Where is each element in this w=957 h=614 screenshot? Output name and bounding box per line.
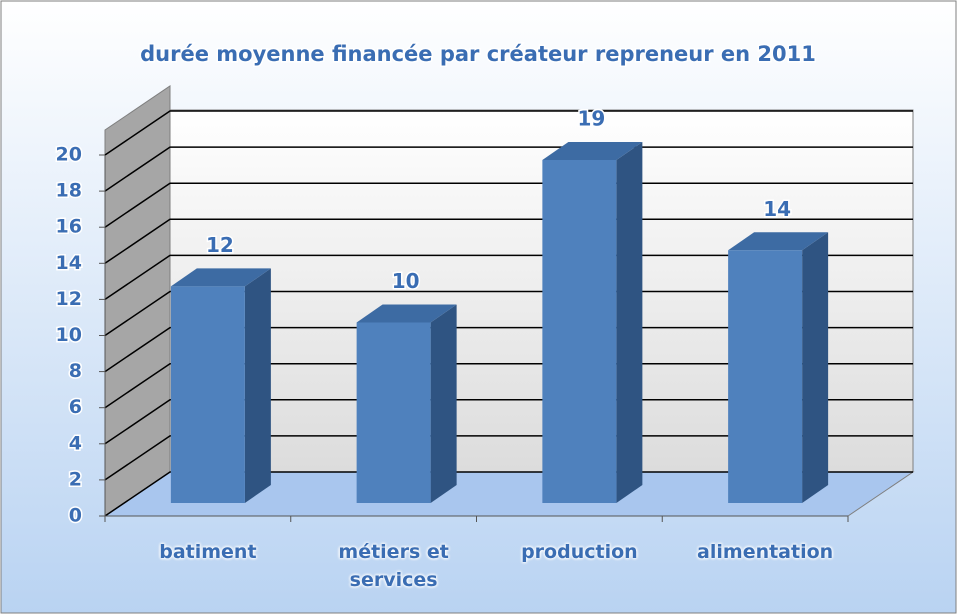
y-tick-label: 16 (56, 216, 82, 238)
bar (542, 142, 643, 504)
x-tick-label: batiment (159, 541, 257, 563)
grid-line (104, 254, 913, 301)
bar-side (430, 304, 457, 503)
bar-top (542, 142, 643, 161)
grid-line (104, 218, 913, 264)
bar-front (170, 286, 245, 503)
grid-line (104, 290, 913, 337)
bar-top (356, 304, 457, 323)
y-tick-label: 6 (69, 396, 82, 418)
bar (728, 232, 829, 504)
y-tick-label: 18 (56, 180, 82, 202)
bar-front (542, 160, 617, 504)
x-tick-label: métiers et services (338, 541, 449, 591)
bar-front (728, 250, 803, 503)
y-tick-label: 2 (69, 468, 82, 490)
bar (356, 304, 457, 503)
x-tick-label: production (521, 541, 638, 563)
y-tick-label: 20 (56, 144, 82, 166)
bar-front (356, 322, 431, 503)
side-wall (104, 85, 171, 517)
bar (170, 268, 271, 503)
grid-line (104, 110, 913, 156)
bar-side (616, 142, 643, 504)
grid-line (104, 182, 913, 228)
grid-line (104, 399, 913, 445)
bar-top (728, 232, 829, 251)
data-label: 19 (577, 107, 605, 131)
y-tick-label: 4 (69, 432, 82, 454)
bar-top (170, 268, 271, 287)
y-tick-label: 8 (69, 360, 82, 382)
y-tick-label: 14 (56, 252, 82, 274)
grid-line (104, 146, 913, 192)
grid-line (104, 362, 913, 409)
y-tick-label: 10 (56, 324, 82, 346)
y-tick-label: 0 (69, 505, 82, 527)
grid-line (104, 471, 913, 517)
x-tick-label: alimentation (697, 541, 834, 563)
data-label: 14 (763, 197, 791, 221)
grid-line (104, 435, 913, 481)
grid-line (104, 326, 913, 373)
bar-side (802, 232, 829, 504)
data-label: 10 (392, 269, 420, 293)
data-label: 12 (206, 233, 234, 257)
bar-side (244, 268, 271, 503)
chart-title: durée moyenne financée par créateur repr… (140, 42, 816, 66)
y-tick-label: 12 (56, 288, 82, 310)
